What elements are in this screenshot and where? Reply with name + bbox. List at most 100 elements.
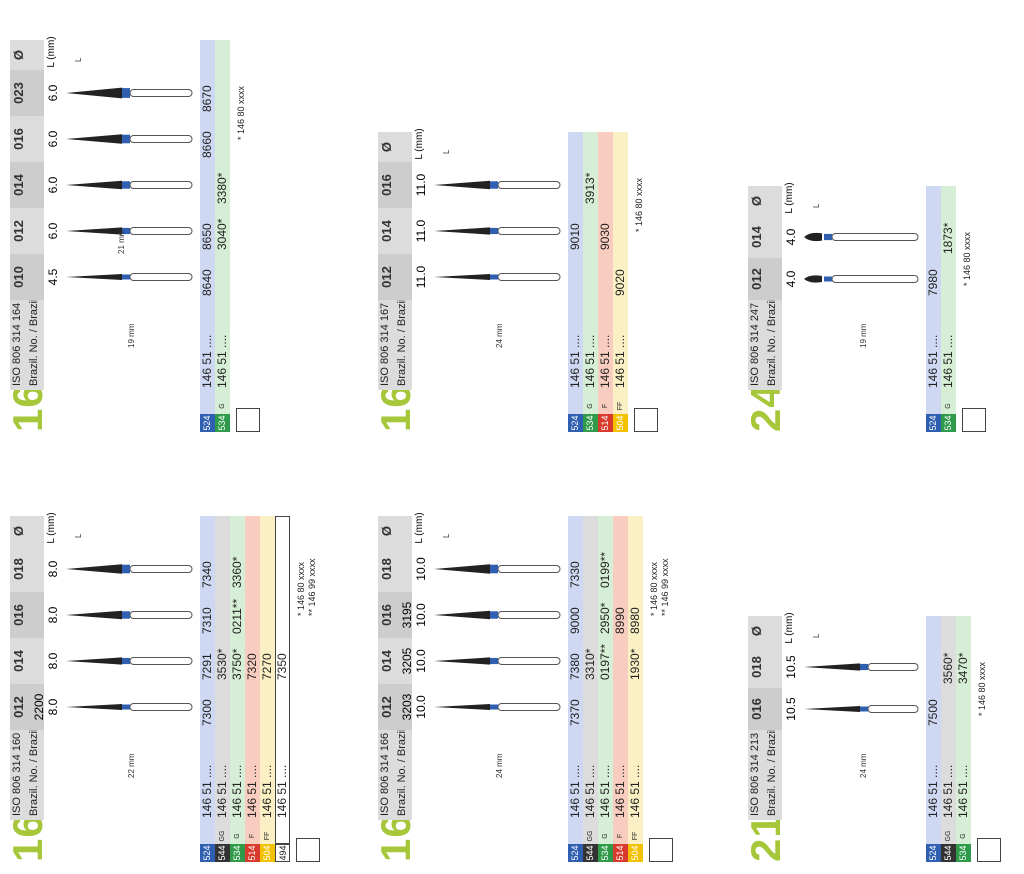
bur-drawings: 19 mm 21 mm L [62, 40, 198, 390]
diameter-symbol: Ø [379, 141, 394, 153]
size-code: 016 [749, 698, 764, 720]
order-row-524: 524 146 51 .... 7500 [926, 616, 941, 862]
length-unit-label: L (mm) [414, 512, 425, 544]
article-code: 3560* [941, 652, 955, 684]
color-code-chip: 504 [260, 844, 275, 862]
length-value: 10.0 [414, 557, 428, 581]
size-code: 012 [749, 268, 764, 290]
scale-label: 22 mm [127, 753, 136, 778]
article-code: 2950* [598, 602, 612, 634]
table-header: ISO 806 314 160 XXX ... Brazil. No. / Bra… [10, 516, 44, 820]
product-card-167: 167 ISO 806 314 167 XXX ... Brazil. No. / … [372, 12, 678, 432]
article-code: 7380 [568, 653, 582, 680]
article-code: 9000 [568, 607, 582, 634]
product-card-247: 247 ISO 806 314 247 XXX ... Brazil. No. / … [742, 132, 1018, 432]
extra-code: 3195 [400, 601, 414, 629]
size-code: 016 [379, 174, 394, 196]
article-code: 9010 [568, 223, 582, 250]
grit-label: G [219, 403, 226, 409]
reference-number: 146 51 .... [941, 334, 955, 388]
article-code: 3380* [215, 172, 229, 204]
color-code-chip: 544 [215, 844, 230, 862]
article-code: 3360* [230, 556, 244, 588]
bur-icon-012 [66, 227, 193, 235]
length-value: 8.0 [46, 560, 60, 578]
order-row-534: 534 G 146 51 .... 3750* 0211** 3360* [230, 516, 245, 862]
bur-icon-012 [434, 703, 561, 711]
grit-label: G [587, 403, 594, 409]
reference-number: 146 51 .... [583, 334, 597, 388]
length-row: 4.0 4.0 L (mm) [784, 182, 798, 390]
order-row-504: 504 FF 146 51 .... 7270 [260, 516, 275, 862]
length-value: 11.0 [414, 173, 428, 197]
article-code: 8660 [200, 131, 214, 158]
length-value: 10.0 [414, 603, 428, 627]
size-column-014: 014 [748, 216, 782, 258]
scale-label: 24 mm [495, 323, 504, 348]
order-row-534: 534 G 146 51 .... 1873* [941, 186, 956, 432]
bur-icon-018 [66, 564, 193, 574]
article-code: 7270 [260, 653, 274, 680]
article-code: 3913* [583, 172, 597, 204]
bur-icon-010 [66, 273, 193, 281]
length-value: 4.5 [46, 268, 60, 286]
tooth-icon [236, 408, 260, 432]
diameter-column: Ø [748, 616, 782, 646]
bur-icon-012 [804, 275, 919, 283]
article-code: 0197** [598, 643, 612, 680]
tooth-icon [977, 838, 1001, 862]
color-code-chip: 534 [215, 414, 230, 432]
length-value: 8.0 [46, 698, 60, 716]
reference-number: 146 51 .... [598, 764, 612, 818]
table-header: ISO 806 314 247 XXX ... Brazil. No. / Bra… [748, 186, 782, 390]
article-code: 8670 [200, 85, 214, 112]
reference-number: 146 51 .... [628, 764, 642, 818]
article-code: 7350 [275, 653, 289, 680]
reference-number: 146 51 .... [956, 764, 970, 818]
l-bracket-label: L [74, 57, 83, 62]
length-value: 6.0 [46, 84, 60, 102]
size-code: 023 [11, 82, 26, 104]
color-code-chip: 524 [568, 844, 583, 862]
order-row-514: 514 F 146 51 .... 8990 [613, 516, 628, 862]
article-code: 8990 [613, 607, 627, 634]
table-header: ISO 806 314 213 XXX ... Brazil. No. / Bra… [748, 616, 782, 820]
diameter-symbol: Ø [11, 49, 26, 61]
size-code: 014 [11, 650, 26, 672]
length-value: 6.0 [46, 176, 60, 194]
length-value: 8.0 [46, 606, 60, 624]
reference-number: 146 51 .... [215, 764, 229, 818]
size-code: 012 [11, 220, 26, 242]
bur-drawings: 19 mm L [800, 186, 936, 390]
grit-label: FF [617, 401, 624, 411]
grit-label: GG [945, 830, 952, 842]
scale-label: 19 mm [127, 323, 136, 348]
size-code: 018 [11, 558, 26, 580]
article-code: 0199** [598, 551, 612, 588]
size-code: 012 [379, 266, 394, 288]
scale-label: 19 mm [859, 323, 868, 348]
extra-code: 2200 [32, 693, 46, 721]
l-bracket-label: L [812, 203, 821, 208]
color-code-chip: 534 [583, 414, 598, 432]
reference-number: 146 51 .... [598, 334, 612, 388]
bur-icon-016 [434, 180, 561, 190]
length-value: 4.0 [784, 228, 798, 246]
bur-icon-012 [434, 273, 561, 281]
color-code-chip: 514 [598, 414, 613, 432]
bur-icon-012 [66, 703, 193, 711]
reference-number: 146 51 .... [230, 764, 244, 818]
length-value: 11.0 [414, 265, 428, 289]
tooth-icon [634, 408, 658, 432]
length-unit-label: L (mm) [784, 612, 795, 644]
article-code: 9030 [598, 223, 612, 250]
article-code: 0211** [230, 598, 244, 634]
table-header: ISO 806 314 167 XXX ... Brazil. No. / Bra… [378, 132, 412, 390]
order-row-524: 524 146 51 .... 9010 [568, 132, 583, 432]
length-value: 11.0 [414, 219, 428, 243]
grit-label: GG [587, 830, 594, 842]
product-card-164: 164 ISO 806 314 164 XXX ... Brazil. No. / … [4, 12, 310, 432]
size-column-014: 014 [10, 638, 44, 684]
footnote: * 146 80 xxxx [977, 661, 987, 716]
size-column-016: 016 [748, 688, 782, 730]
